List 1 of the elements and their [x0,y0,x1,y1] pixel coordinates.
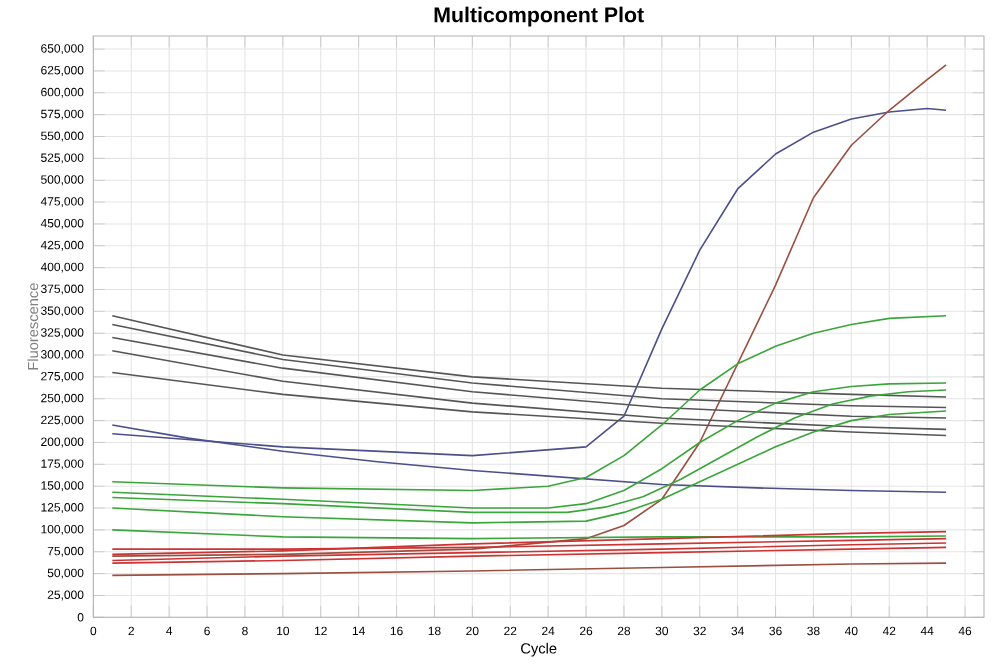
chart-title: Multicomponent Plot [434,6,644,27]
